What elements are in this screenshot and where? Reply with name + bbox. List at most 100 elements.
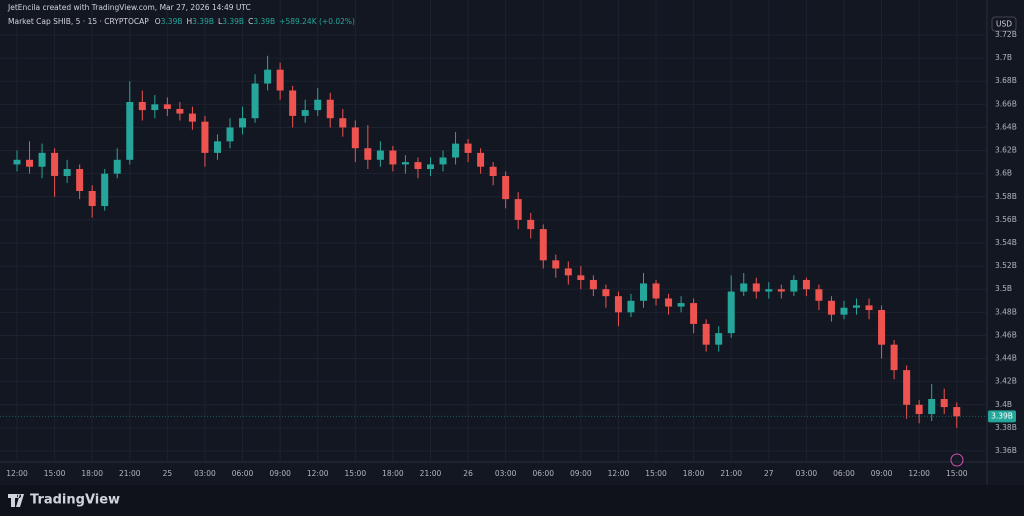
change: +589.24K (+0.02%): [279, 17, 355, 26]
candle-body: [552, 260, 560, 269]
candle-body: [740, 283, 748, 292]
candle-body: [439, 157, 447, 165]
candle-body: [226, 127, 234, 142]
candles: [13, 55, 961, 428]
candle-body: [652, 283, 660, 299]
x-tick-label: 15:00: [44, 469, 66, 478]
candle-body: [777, 289, 785, 292]
candle-body: [376, 150, 384, 160]
x-tick-label: 12:00: [307, 469, 329, 478]
x-tick-label: 09:00: [871, 469, 893, 478]
candle-body: [840, 307, 848, 315]
legend-key: L: [218, 17, 223, 26]
candle-body: [76, 169, 84, 191]
candle-body: [351, 127, 359, 149]
candle-body: [477, 152, 485, 167]
y-tick-label: 3.42B: [995, 377, 1017, 386]
y-tick-label: 3.44B: [995, 354, 1017, 363]
x-tick-label: 21:00: [119, 469, 141, 478]
y-tick-label: 3.68B: [995, 76, 1017, 85]
x-tick-label: 12:00: [608, 469, 630, 478]
alert-icon[interactable]: [950, 453, 964, 467]
candle-body: [276, 69, 284, 91]
y-tick-label: 3.46B: [995, 330, 1017, 339]
footer: [0, 485, 1024, 516]
candle-body: [88, 191, 96, 207]
y-tick-label: 3.62B: [995, 146, 1017, 155]
last-price-label: 3.39B: [991, 411, 1013, 420]
y-tick-label: 3.4B: [995, 400, 1012, 409]
candle-body: [940, 399, 948, 408]
brand-logo: [8, 494, 24, 507]
candle-body: [715, 333, 723, 345]
x-tick-label: 06:00: [833, 469, 855, 478]
candle-body: [853, 305, 861, 308]
x-tick-label: 18:00: [382, 469, 404, 478]
candle-body: [953, 407, 961, 417]
currency[interactable]: USD: [996, 20, 1012, 29]
candle-body: [151, 104, 159, 111]
legend-value: 3.39B: [192, 17, 214, 26]
candle-body: [752, 283, 760, 292]
legend-value: 3.39B: [253, 17, 275, 26]
x-tick-label: 18:00: [683, 469, 705, 478]
candle-body: [489, 166, 497, 176]
candle-body: [790, 279, 798, 292]
x-tick-label: 09:00: [269, 469, 291, 478]
y-tick-label: 3.6B: [995, 169, 1012, 178]
candle-body: [314, 99, 322, 111]
currency-button[interactable]: [991, 16, 1017, 32]
y-tick-label: 3.48B: [995, 307, 1017, 316]
legend-value: 3.39B: [161, 17, 183, 26]
candle-body: [389, 150, 397, 165]
candle-body: [301, 110, 309, 116]
candle-body: [690, 303, 698, 324]
candle-body: [865, 305, 873, 311]
x-tick-label: 21:00: [720, 469, 742, 478]
candle-body: [577, 275, 585, 280]
brand: TradingView: [30, 493, 120, 508]
candle-body: [38, 152, 46, 167]
candle-body: [514, 199, 522, 220]
candle-body: [602, 289, 610, 297]
last-price-badge: [988, 410, 1016, 423]
ohlc-legend: O 3.39B H 3.39B L 3.39B C 3.39B +589.24K (+0.02%…: [155, 17, 355, 26]
candle-body: [627, 300, 635, 313]
symbol: Market Cap SHIB, 5 · 15 · CRYPTOCAP: [8, 17, 149, 26]
candle-body: [928, 399, 936, 415]
x-tick-label: 12:00: [908, 469, 930, 478]
x-tick-label: 21:00: [420, 469, 442, 478]
candle-body: [364, 148, 372, 160]
candle-body: [527, 219, 535, 230]
x-tick-label: 25: [163, 469, 173, 478]
legend-key: C: [248, 17, 253, 26]
candle-body: [163, 104, 171, 109]
candle-body: [564, 268, 572, 276]
candle-body: [264, 69, 272, 84]
candle-body: [539, 229, 547, 261]
candle-body: [401, 162, 409, 165]
candle-body: [101, 173, 109, 207]
candle-body: [640, 283, 647, 301]
y-tick-label: 3.52B: [995, 261, 1017, 270]
x-tick-label: 27: [764, 469, 774, 478]
x-tick-label: 03:00: [495, 469, 517, 478]
x-tick-label: 15:00: [946, 469, 968, 478]
y-tick-label: 3.72B: [995, 30, 1017, 39]
y-tick-label: 3.58B: [995, 192, 1017, 201]
candle-body: [176, 108, 184, 114]
candle-body: [113, 159, 121, 174]
candle-body: [614, 296, 622, 313]
candle-body: [903, 370, 911, 405]
candle-body: [51, 152, 59, 176]
y-tick-label: 3.66B: [995, 99, 1017, 108]
candle-body: [765, 289, 773, 292]
candle-body: [702, 323, 710, 345]
y-tick-label: 3.56B: [995, 215, 1017, 224]
candle-body: [138, 102, 146, 111]
candle-body: [414, 162, 422, 170]
candle-body: [13, 159, 21, 165]
x-tick-label: 03:00: [194, 469, 216, 478]
x-tick-label: 12:00: [6, 469, 28, 478]
